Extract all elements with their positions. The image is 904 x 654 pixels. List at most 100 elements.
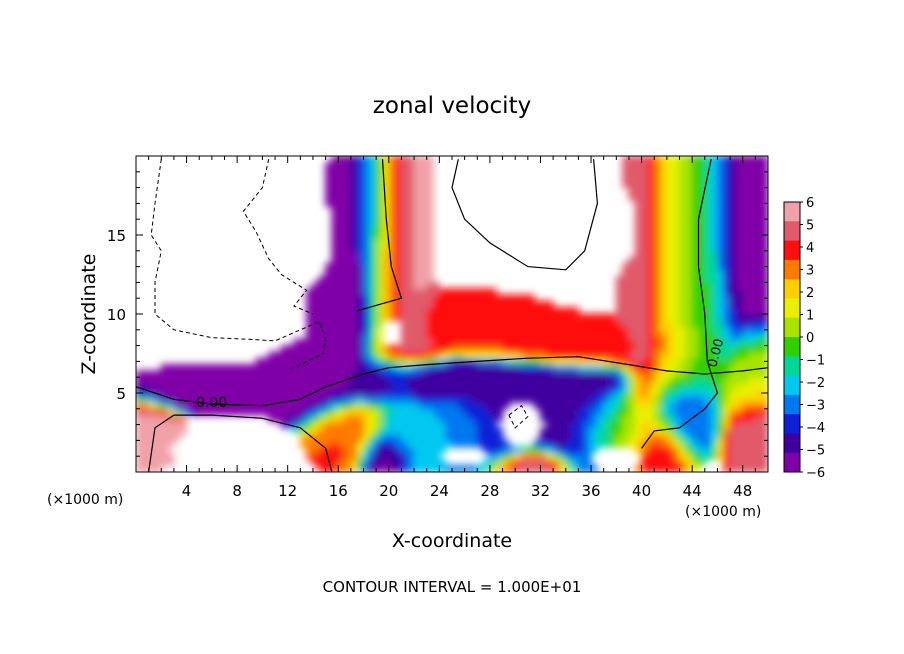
field-cell (318, 452, 327, 460)
field-cell (419, 338, 428, 347)
field-cell (571, 307, 579, 315)
field-cell (577, 376, 586, 385)
colorbar-tick-label: 6 (806, 196, 814, 211)
field-cell (641, 275, 649, 283)
field-cell (369, 231, 377, 239)
field-cell (337, 250, 346, 258)
field-cell (483, 420, 491, 429)
field-cell (609, 376, 617, 385)
field-cell (685, 294, 693, 302)
field-cell (483, 326, 491, 334)
field-cell (464, 427, 472, 435)
field-cell (647, 262, 655, 271)
field-cell (634, 275, 643, 283)
field-cell (660, 237, 668, 245)
field-cell (242, 370, 251, 378)
field-cell (754, 401, 763, 410)
field-cell (331, 269, 339, 277)
field-cell (148, 395, 156, 403)
field-cell (672, 319, 681, 328)
field-cell (653, 319, 662, 328)
field-cell (558, 345, 567, 353)
field-cell (413, 364, 421, 372)
field-cell (400, 307, 409, 315)
field-cell (723, 243, 731, 252)
field-cell (344, 376, 352, 385)
field-cell (495, 351, 504, 359)
field-cell (679, 218, 687, 227)
field-cell (653, 408, 662, 416)
field-cell (647, 383, 655, 391)
field-cell (647, 218, 655, 227)
contour-solid (148, 414, 333, 472)
field-cell (565, 370, 573, 378)
field-cell (533, 300, 541, 309)
field-cell (653, 300, 662, 309)
field-cell (577, 401, 586, 410)
field-cell (691, 193, 699, 201)
colorbar-tick-label: −1 (806, 354, 825, 369)
field-cell (634, 401, 643, 410)
field-cell (754, 332, 763, 340)
field-cell (527, 465, 535, 472)
field-cell (729, 231, 737, 239)
field-cell (419, 281, 428, 290)
field-cell (419, 401, 428, 410)
field-cell (457, 351, 466, 359)
field-cell (596, 401, 605, 410)
field-cell (710, 243, 718, 252)
field-cell (419, 288, 428, 296)
field-cell (407, 338, 415, 347)
field-cell (331, 338, 339, 347)
field-cell (293, 345, 301, 353)
field-cell (400, 465, 409, 472)
field-cell (634, 218, 643, 227)
field-cell (255, 376, 263, 385)
field-cell (697, 414, 706, 422)
field-cell (325, 294, 333, 302)
field-cell (464, 307, 472, 315)
field-cell (584, 319, 592, 328)
field-cell (445, 364, 453, 372)
field-cell (154, 389, 162, 397)
field-cell (148, 452, 156, 460)
field-cell (186, 383, 194, 391)
field-cell (634, 357, 643, 366)
field-cell (457, 313, 466, 321)
field-cell (527, 351, 535, 359)
field-cell (464, 370, 472, 378)
field-cell (710, 269, 718, 277)
field-cell (394, 243, 402, 252)
field-cell (160, 395, 169, 403)
field-cell (331, 458, 339, 467)
field-cell (413, 420, 421, 429)
field-cell (748, 294, 756, 302)
field-cell (464, 395, 472, 403)
field-cell (394, 288, 402, 296)
contour-solid (451, 159, 599, 271)
field-cell (375, 212, 383, 220)
field-cell (716, 351, 725, 359)
field-cell (274, 383, 282, 391)
field-cell (356, 326, 365, 334)
field-cell (299, 370, 308, 378)
field-cell (603, 345, 611, 353)
field-cell (521, 395, 529, 403)
field-cell (653, 338, 662, 347)
field-cell (685, 332, 693, 340)
field-cell (679, 212, 687, 220)
field-cell (660, 262, 668, 271)
field-cell (388, 161, 396, 170)
field-cell (337, 326, 346, 334)
field-cell (571, 446, 579, 454)
field-cell (154, 376, 162, 385)
field-cell (318, 446, 327, 454)
field-cell (419, 389, 428, 397)
field-cell (400, 376, 409, 385)
field-cell (470, 313, 478, 321)
field-cell (268, 389, 276, 397)
field-cell (451, 465, 459, 472)
field-cell (457, 364, 466, 372)
field-cell (407, 218, 415, 227)
field-cell (691, 389, 699, 397)
